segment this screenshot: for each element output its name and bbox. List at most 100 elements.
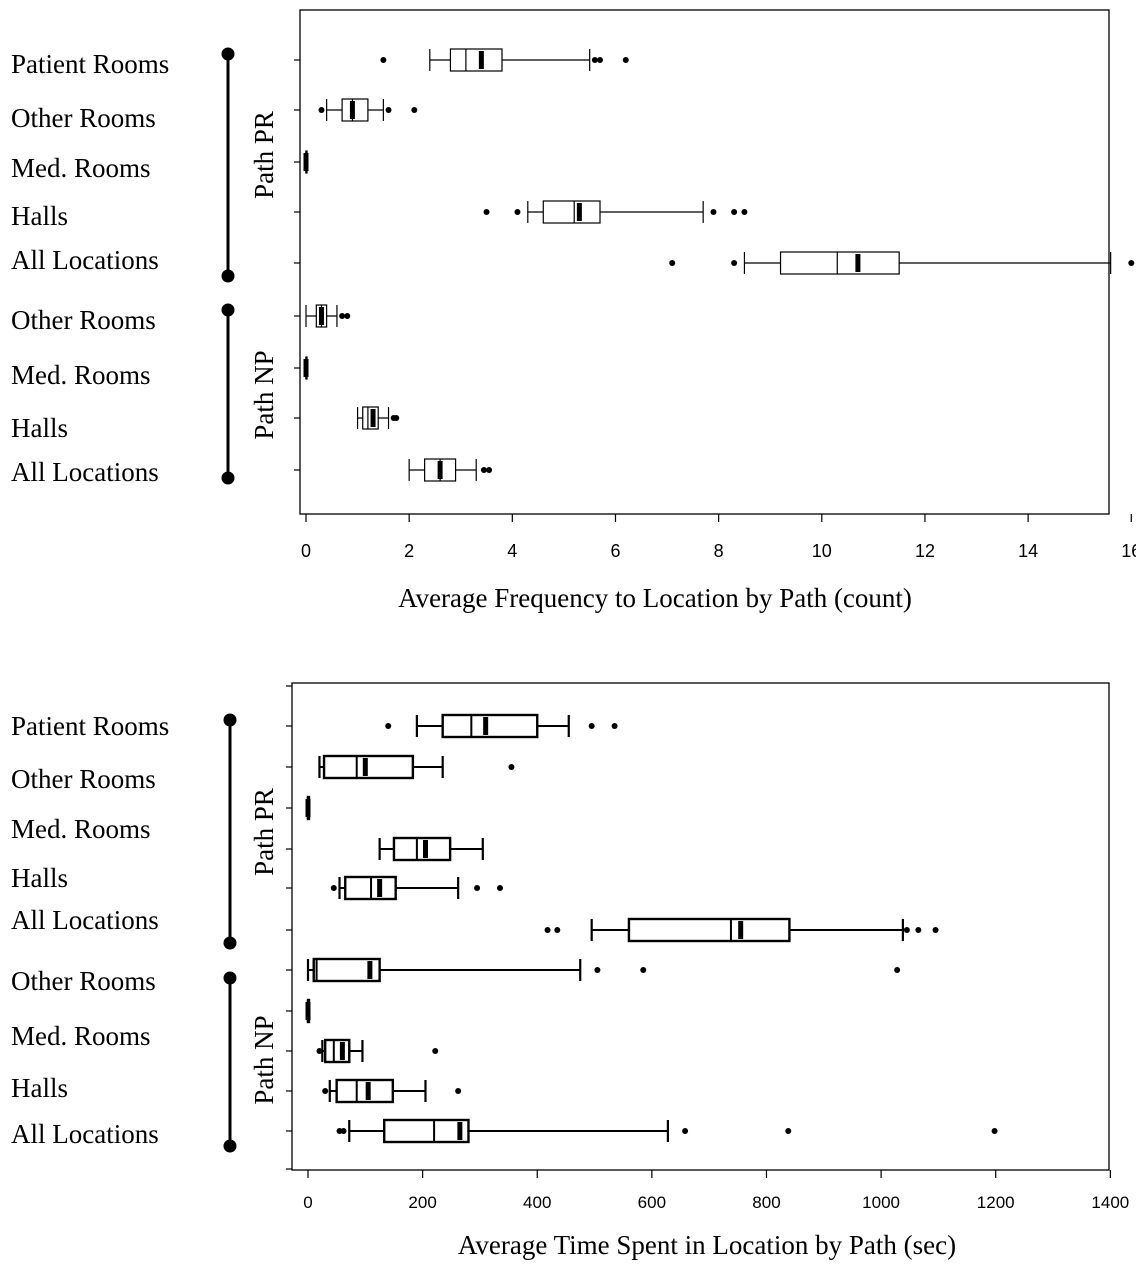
box-5 xyxy=(544,917,939,943)
outlier-point xyxy=(669,260,676,266)
time-group-brackets: Path PR Path NP xyxy=(223,713,279,1153)
iqr-box xyxy=(323,1038,351,1064)
bracket-end xyxy=(221,303,235,317)
category-label: Med. Rooms xyxy=(11,360,151,390)
category-label: Other Rooms xyxy=(11,103,156,133)
box-1 xyxy=(318,98,418,122)
bracket-end xyxy=(221,471,235,485)
x-tick-label: 10 xyxy=(812,541,832,561)
box-0 xyxy=(380,48,629,72)
category-label: All Locations xyxy=(11,457,159,487)
outlier-point xyxy=(432,1048,439,1054)
zero-box xyxy=(305,1002,311,1020)
x-tick-label: 600 xyxy=(638,1193,666,1212)
iqr-box xyxy=(392,836,452,862)
iqr-box xyxy=(362,406,379,430)
category-label: All Locations xyxy=(11,1119,159,1149)
box-7 xyxy=(356,406,400,430)
outlier-point xyxy=(330,885,337,891)
outlier-point xyxy=(588,723,595,729)
outlier-point xyxy=(318,107,325,113)
outlier-point xyxy=(480,467,487,473)
iqr-box xyxy=(312,957,381,983)
category-label: Other Rooms xyxy=(11,305,156,335)
outlier-point xyxy=(508,764,515,770)
iqr-box xyxy=(383,1118,470,1144)
outlier-point xyxy=(514,209,521,215)
outlier-point xyxy=(682,1128,689,1134)
box-6 xyxy=(306,957,901,983)
category-label: All Locations xyxy=(11,245,159,275)
time-marks xyxy=(305,713,998,1144)
category-label: Patient Rooms xyxy=(11,49,169,79)
plot-frame xyxy=(299,9,1110,515)
iqr-box xyxy=(341,98,369,122)
outlier-point xyxy=(483,209,490,215)
frequency-panel: 0 2 4 6 8 10 12 14 16 Patient Rooms Other Rooms Me… xyxy=(11,9,1136,613)
group-label: Path NP xyxy=(249,350,279,439)
box-3 xyxy=(483,200,748,224)
box-2 xyxy=(303,150,309,174)
iqr-box xyxy=(627,917,791,943)
box-0 xyxy=(385,713,618,739)
iqr-box xyxy=(335,1078,395,1104)
outlier-point xyxy=(544,927,551,933)
x-tick-label: 400 xyxy=(523,1193,551,1212)
outlier-point xyxy=(991,1128,998,1134)
frequency-marks xyxy=(303,48,1135,482)
category-label: All Locations xyxy=(11,905,159,935)
time-x-ticks: 0 200 400 600 800 1000 1200 1400 xyxy=(286,685,1129,1212)
outlier-point xyxy=(385,107,392,113)
outlier-point xyxy=(915,927,922,933)
iqr-box xyxy=(542,200,601,224)
time-x-axis-label: Average Time Spent in Location by Path (… xyxy=(458,1230,956,1260)
x-tick-label: 0 xyxy=(303,1193,312,1212)
x-tick-label: 2 xyxy=(404,541,414,561)
box-3 xyxy=(378,836,484,862)
x-tick-label: 6 xyxy=(610,541,620,561)
outlier-point xyxy=(385,723,392,729)
box-5 xyxy=(305,304,351,328)
x-tick-label: 800 xyxy=(752,1193,780,1212)
time-panel: 0 200 400 600 800 1000 1200 1400 Patient Rooms O… xyxy=(11,682,1129,1260)
outlier-point xyxy=(340,1128,347,1134)
group-label: Path PR xyxy=(249,788,279,876)
x-tick-label: 16 xyxy=(1121,541,1136,561)
x-tick-label: 12 xyxy=(915,541,935,561)
outlier-point xyxy=(316,1048,323,1054)
box-2 xyxy=(305,795,311,821)
box-1 xyxy=(318,754,515,780)
outlier-point xyxy=(486,467,493,473)
frequency-x-axis-label: Average Frequency to Location by Path (c… xyxy=(398,583,912,613)
category-label: Other Rooms xyxy=(11,764,156,794)
box-6 xyxy=(303,356,309,380)
x-tick-label: 1200 xyxy=(977,1193,1015,1212)
outlier-point xyxy=(640,967,647,973)
bracket-end xyxy=(223,1139,237,1153)
group-label: Path NP xyxy=(249,1015,279,1104)
bracket-end xyxy=(223,971,237,985)
outlier-point xyxy=(731,209,738,215)
box-8 xyxy=(408,458,493,482)
outlier-point xyxy=(344,313,351,319)
category-label: Halls xyxy=(11,413,68,443)
outlier-point xyxy=(597,57,604,63)
outlier-point xyxy=(594,967,601,973)
category-label: Halls xyxy=(11,201,68,231)
frequency-category-labels: Patient Rooms Other Rooms Med. Rooms Halls A… xyxy=(11,49,169,487)
x-tick-label: 4 xyxy=(507,541,517,561)
zero-box xyxy=(303,359,309,377)
iqr-box xyxy=(322,754,415,780)
category-label: Other Rooms xyxy=(11,966,156,996)
plot-frame xyxy=(291,682,1110,1171)
x-tick-label: 200 xyxy=(408,1193,436,1212)
category-label: Med. Rooms xyxy=(11,1021,151,1051)
zero-box xyxy=(305,799,311,817)
outlier-point xyxy=(1128,260,1135,266)
x-tick-label: 1000 xyxy=(862,1193,900,1212)
iqr-box xyxy=(779,251,900,275)
box-4 xyxy=(669,251,1135,275)
box-4 xyxy=(330,875,503,901)
outlier-point xyxy=(894,967,901,973)
outlier-point xyxy=(455,1088,462,1094)
